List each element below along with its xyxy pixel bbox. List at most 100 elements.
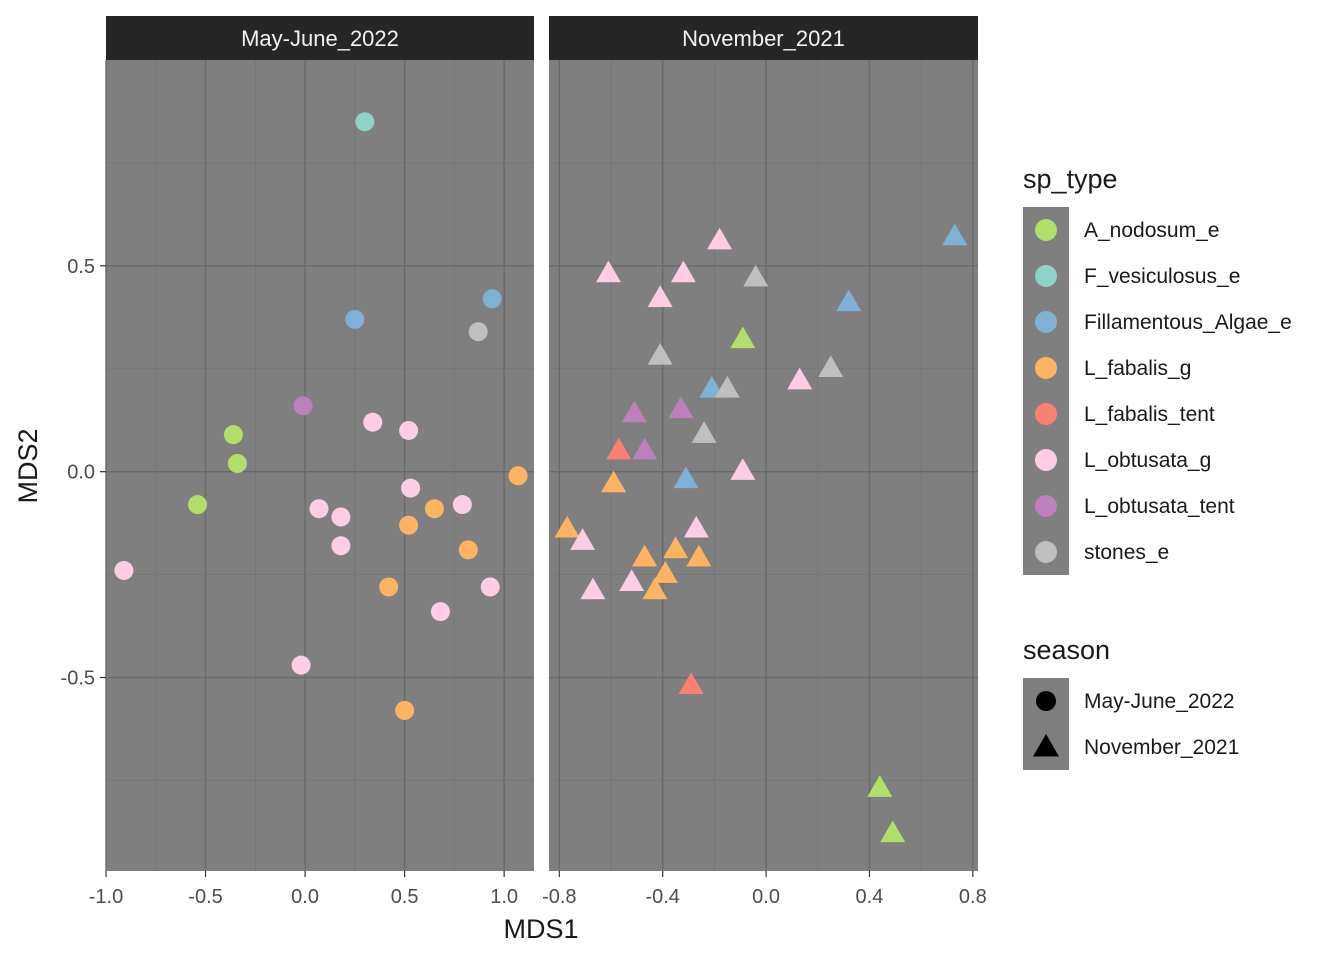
point-a-nodosum-e [227, 453, 247, 473]
point-l-obtusata-tent [621, 400, 647, 423]
legend-title-sp-type: sp_type [1023, 164, 1118, 194]
legend-key-triangle [1033, 734, 1059, 757]
point-l-fabalis-g [632, 544, 658, 567]
legend-key-l-fabalis-g [1035, 357, 1057, 379]
legend-key-f-vesiculosus-e [1035, 265, 1057, 287]
point-l-obtusata-g [707, 227, 733, 250]
legend-key-a-nodosum-e [1035, 219, 1057, 241]
point-l-obtusata-tent [632, 437, 658, 460]
x-tick-label: -1.0 [89, 886, 123, 908]
y-axis-title: MDS2 [13, 428, 43, 503]
point-l-obtusata-g [309, 499, 329, 519]
point-stones-e [468, 322, 488, 342]
point-a-nodosum-e [867, 775, 893, 797]
point-l-obtusata-g [570, 528, 596, 550]
legend-key-circle [1036, 691, 1056, 711]
x-tick-label: 0.0 [291, 886, 319, 908]
x-tick-label: 0.5 [391, 886, 419, 908]
point-l-obtusata-g [363, 412, 383, 432]
point-l-fabalis-g [508, 466, 528, 486]
point-l-fabalis-g [601, 470, 627, 493]
point-l-fabalis-g [399, 515, 419, 535]
point-stones-e [714, 375, 740, 398]
facet-panel-november-2021: November_2021 -0.8 -0.4 0.0 0.4 0.8 [542, 16, 987, 908]
x-tick-label: 0.4 [856, 886, 884, 908]
point-l-obtusata-g [619, 569, 645, 592]
facet-strip [549, 16, 978, 60]
point-l-obtusata-g [331, 507, 351, 527]
x-tick-label: -0.8 [542, 886, 576, 908]
legend-key-background [1023, 207, 1069, 575]
legend-title-season: season [1023, 635, 1110, 665]
point-l-fabalis-g [554, 515, 580, 538]
legend-label-l-fabalis-g: L_fabalis_g [1084, 357, 1191, 380]
facet-strip-label: May-June_2022 [241, 26, 399, 51]
y-tick-label: 0.5 [67, 256, 95, 278]
point-l-fabalis-g [395, 700, 415, 720]
point-l-obtusata-g [114, 560, 134, 580]
data-points [554, 223, 968, 843]
panel-background [106, 60, 534, 871]
point-l-obtusata-g [683, 515, 709, 538]
point-l-obtusata-g [787, 367, 813, 390]
point-a-nodosum-e [880, 820, 906, 843]
point-l-obtusata-g [291, 655, 311, 675]
facet-panel-may-june-2022: May-June_2022 -1.0 -0.5 0.0 0.5 1.0 [89, 16, 534, 908]
point-stones-e [691, 421, 717, 443]
point-l-fabalis-tent [606, 437, 632, 460]
point-l-obtusata-g [401, 478, 421, 498]
x-tick-label: 0.8 [959, 886, 987, 908]
point-stones-e [818, 355, 844, 377]
point-a-nodosum-e [223, 425, 243, 445]
point-fillamentous-algae-e [836, 289, 862, 312]
point-l-fabalis-g [642, 577, 668, 600]
legend-label-l-obtusata-g: L_obtusata_g [1084, 449, 1211, 472]
panel-background [549, 60, 978, 871]
data-points [114, 112, 528, 720]
x-tick-label: 1.0 [490, 886, 518, 908]
facet-panels: May-June_2022 -1.0 -0.5 0.0 0.5 1.0 November_2… [89, 16, 987, 908]
x-tick-label: 0.0 [752, 886, 780, 908]
facet-strip [106, 16, 534, 60]
point-l-fabalis-g [686, 544, 712, 567]
point-l-obtusata-tent [668, 396, 694, 419]
point-l-obtusata-g [595, 260, 621, 283]
point-l-obtusata-g [647, 285, 673, 307]
point-l-fabalis-g [652, 561, 678, 583]
point-l-obtusata-tent [293, 396, 313, 416]
legend-label-november-2021: November_2021 [1084, 736, 1239, 759]
legend-label-may-june-2022: May-June_2022 [1084, 690, 1235, 713]
point-stones-e [647, 342, 673, 365]
legend-label-l-obtusata-tent: L_obtusata_tent [1084, 495, 1235, 518]
point-l-fabalis-g [424, 499, 444, 519]
legend-label-f-vesiculosus-e: F_vesiculosus_e [1084, 265, 1240, 288]
x-axis-title: MDS1 [503, 914, 578, 944]
legend-key-fillamentous-algae-e [1035, 311, 1057, 333]
point-l-fabalis-g [458, 540, 478, 560]
legend-label-l-fabalis-tent: L_fabalis_tent [1084, 403, 1215, 426]
point-l-obtusata-g [399, 421, 419, 441]
point-l-obtusata-g [670, 260, 696, 283]
point-l-obtusata-g [452, 495, 472, 515]
point-f-vesiculosus-e [355, 112, 375, 132]
point-stones-e [743, 264, 769, 287]
x-tick-label: -0.5 [188, 886, 222, 908]
point-l-fabalis-g [379, 577, 399, 597]
point-a-nodosum-e [730, 326, 756, 349]
point-l-obtusata-g [331, 536, 351, 556]
legend-key-l-obtusata-tent [1035, 495, 1057, 517]
point-a-nodosum-e [188, 495, 208, 515]
legend-label-a-nodosum-e: A_nodosum_e [1084, 219, 1219, 242]
y-tick-label: -0.5 [61, 668, 95, 690]
legend: sp_type season A_nodosum_e F_vesiculosus_… [1023, 164, 1292, 770]
legend-key-stones-e [1035, 541, 1057, 563]
point-l-obtusata-g [480, 577, 500, 597]
legend-label-fillamentous-algae-e: Fillamentous_Algae_e [1084, 311, 1292, 334]
point-fillamentous-algae-e [673, 466, 699, 489]
legend-key-l-fabalis-tent [1035, 403, 1057, 425]
x-tick-label: -0.4 [645, 886, 679, 908]
point-l-obtusata-g [730, 458, 756, 480]
point-fillamentous-algae-e [345, 309, 365, 329]
point-l-obtusata-g [580, 577, 606, 600]
